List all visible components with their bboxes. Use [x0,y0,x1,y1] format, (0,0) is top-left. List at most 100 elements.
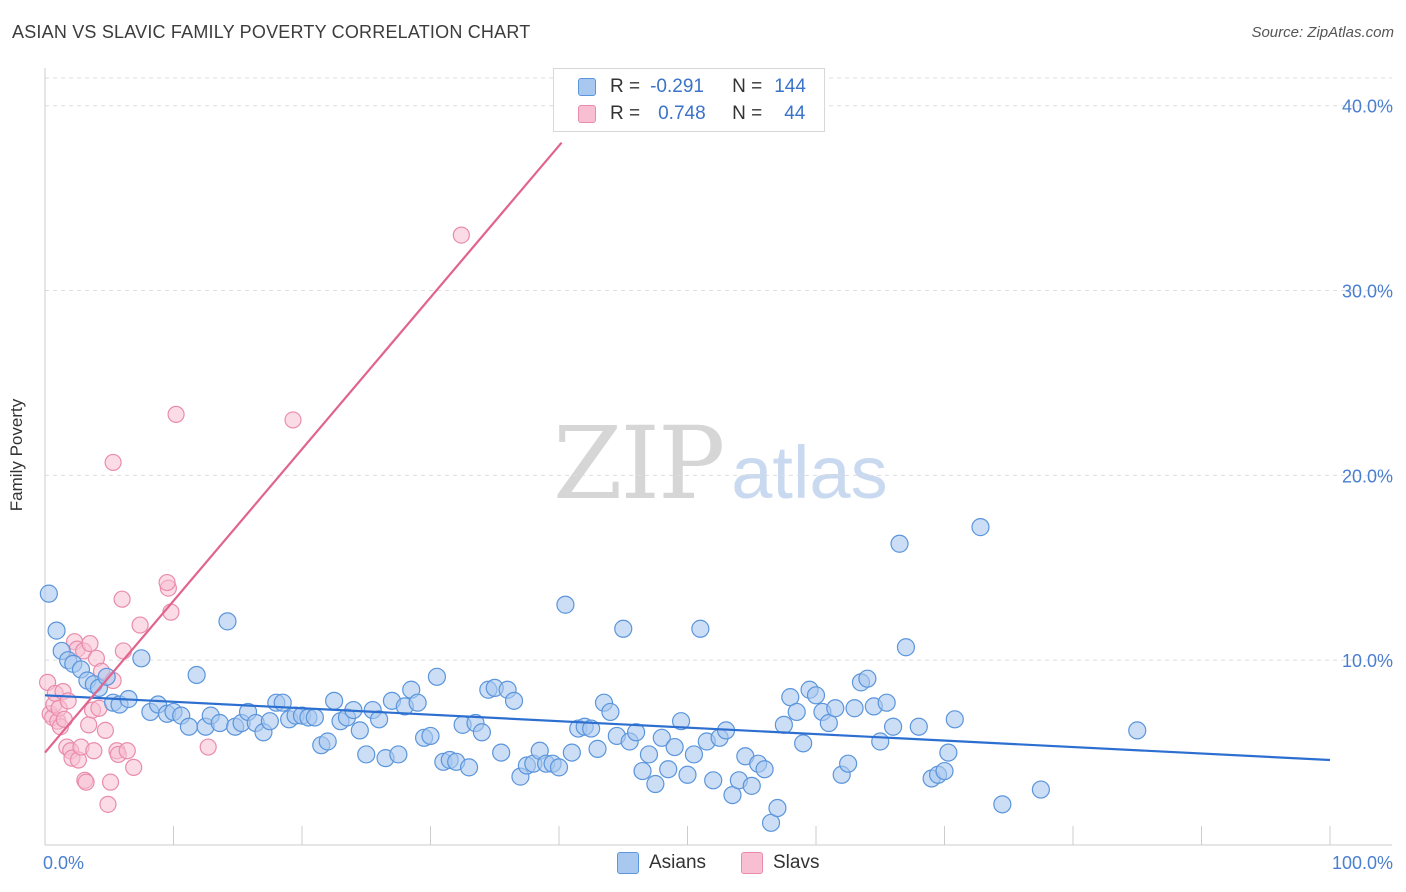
source-attribution: Source: ZipAtlas.com [1251,24,1394,41]
asians-point [626,723,646,742]
bottom-legend-asians: Asians [617,852,706,874]
asians-point [556,595,575,614]
y-tick-label: 40.0% [1342,97,1393,117]
watermark-atlas: atlas [731,431,888,514]
asians-swatch [578,78,596,96]
asians-point [704,771,723,790]
asians-point [742,776,761,795]
slavs-trend-line [44,141,563,754]
asians-point [472,723,491,742]
y-tick-label: 20.0% [1342,466,1393,486]
asians-point [877,693,896,712]
slavs-point [167,405,185,423]
asians-point [132,649,151,668]
slavs-point [85,742,103,760]
asians-point [325,691,344,710]
asians-point [678,765,697,784]
asians-point [260,712,279,731]
asians-point [845,699,864,718]
asians-point [588,739,607,758]
asians-point [826,699,845,718]
gridlines [45,77,1392,661]
slavs-r-value: 0.748 [658,103,706,124]
slavs-point [158,573,176,592]
asians-point [806,686,826,705]
tick-labels: 10.0% 20.0% 30.0% 40.0% 0.0% 100.0% [43,97,1393,873]
chart-title: ASIAN VS SLAVIC FAMILY POVERTY CORRELATI… [12,22,531,42]
asians-n-label: N = [732,76,763,97]
asians-point [187,665,206,685]
asians-point [659,760,678,779]
slavs-point [77,773,95,791]
asians-point [665,737,684,757]
asians-r-value: -0.291 [650,76,704,97]
trend-lines [44,141,1331,762]
asians-point [504,691,524,710]
x-tick-label-min: 0.0% [43,853,84,873]
slavs-point [131,616,149,634]
slavs-point [452,226,470,244]
bottom-asians-swatch [617,852,639,874]
slavs-point [113,590,131,608]
asians-point [97,667,116,686]
slavs-point [199,738,217,756]
slavs-point [118,742,136,760]
asians-point [896,638,916,657]
slavs-n-value: 44 [784,103,806,124]
slavs-swatch [578,105,596,123]
asians-point [601,702,620,722]
bottom-slavs-swatch [741,852,763,874]
asians-point [305,708,324,727]
asians-point [218,612,237,631]
asians-point [935,761,954,781]
asians-point [755,760,774,779]
watermark-zip: ZIP [553,405,725,522]
asians-point [492,743,511,762]
slavs-point [81,634,99,653]
bottom-asians-label: Asians [649,852,707,873]
asians-point [890,534,909,553]
asians-point [671,712,691,731]
asians-points [39,518,1147,832]
asians-point [993,795,1012,814]
x-tick-label-max: 100.0% [1332,853,1393,873]
asians-point [691,619,710,638]
asians-n-value: 144 [774,76,806,97]
asians-point [370,710,389,729]
slavs-n-label: N = [732,103,763,124]
asians-point [47,621,66,640]
legend-row-slavs: R = 0.748 N = 44 [578,101,805,127]
asians-point [459,758,479,777]
slavs-point [104,453,122,472]
asians-point [1128,721,1147,740]
correlation-legend: R = -0.291 N = 144 R = 0.748 N = 44 [553,68,825,132]
bottom-legend-slavs: Slavs [741,852,819,874]
asians-r-label: R = [610,76,641,97]
bottom-slavs-label: Slavs [773,852,820,873]
asians-point [210,713,229,733]
asians-point [839,754,858,773]
slavs-point [114,642,132,660]
asians-point [768,798,787,818]
asians-point [1031,780,1050,799]
asians-point [421,726,440,746]
asians-point [646,774,665,794]
asians-point [883,717,903,736]
asians-point [549,758,569,777]
watermark: ZIP atlas [553,405,888,522]
asians-point [939,743,958,762]
asians-point [427,667,447,686]
asians-point [787,702,806,722]
legend-row-asians: R = -0.291 N = 144 [578,74,806,100]
asians-trend-line [44,694,1331,762]
slavs-point [101,773,120,791]
asians-point [39,584,58,603]
asians-point [318,732,337,751]
asians-point [858,669,877,688]
asians-point [408,693,427,712]
asians-point [652,728,671,747]
slavs-point [125,758,143,776]
asians-point [179,717,199,736]
slavs-point [284,411,302,429]
